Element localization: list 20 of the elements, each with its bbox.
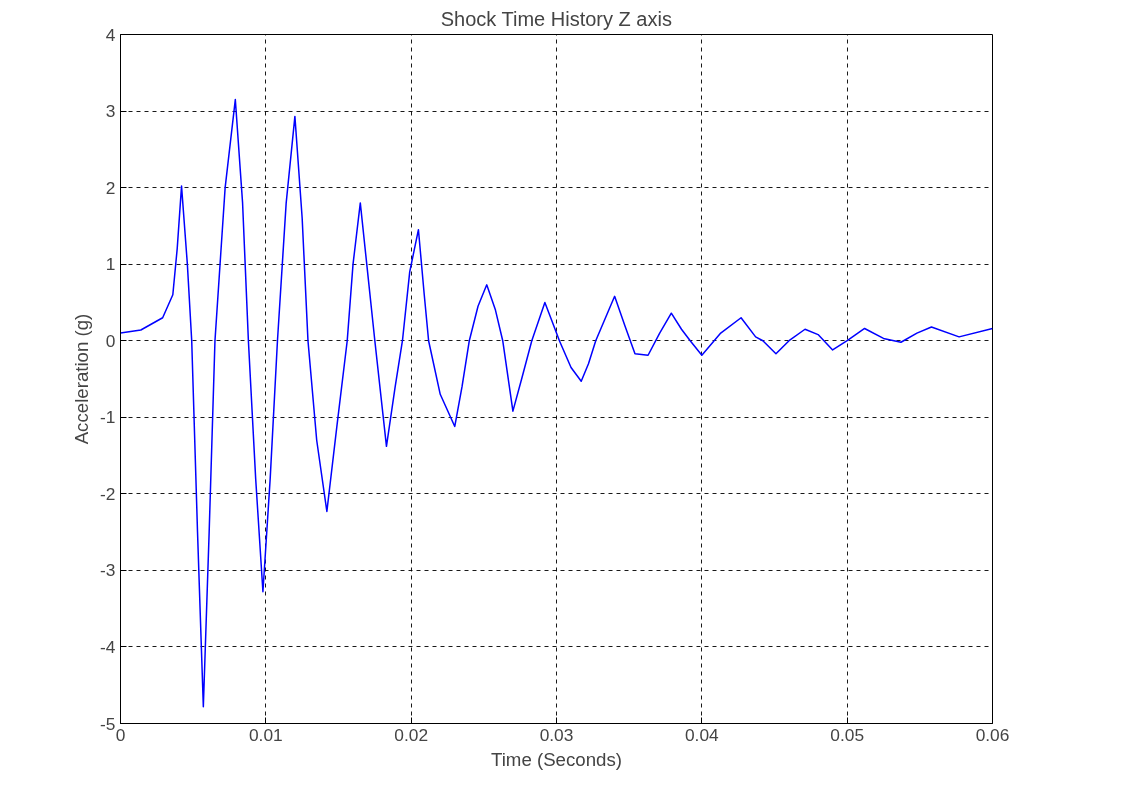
y-tick-label: -1 [100, 407, 116, 428]
x-tick-label: 0.04 [684, 724, 720, 745]
x-axis-title: Time (Seconds) [491, 748, 622, 770]
x-tick-label: 0.03 [539, 724, 574, 745]
y-tick-label: 0 [105, 330, 116, 351]
x-tick-label: 0.05 [830, 724, 865, 745]
y-axis-title: Acceleration (g) [71, 313, 93, 445]
y-tick-label: 3 [105, 101, 116, 122]
x-tick-label: 0.02 [394, 724, 429, 745]
y-tick-label: -3 [100, 560, 116, 581]
x-tick-label: 0.01 [248, 724, 283, 745]
y-tick-label: 4 [105, 24, 116, 45]
chart-title: Shock Time History Z axis [440, 7, 672, 30]
y-tick-label: -2 [100, 483, 116, 504]
x-tick-label: 0.06 [975, 724, 1010, 745]
line-series [120, 98, 993, 708]
y-tick-label: 2 [105, 177, 116, 198]
y-tick-label: 1 [105, 254, 116, 275]
y-tick-label: -5 [100, 713, 116, 734]
y-tick-label: -4 [100, 636, 116, 657]
